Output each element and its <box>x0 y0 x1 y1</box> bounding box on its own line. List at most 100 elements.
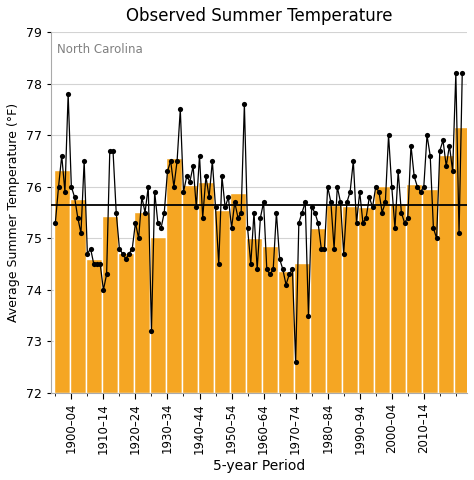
Point <box>244 224 251 232</box>
Point <box>353 219 360 227</box>
Point <box>436 147 444 155</box>
Point <box>196 152 203 160</box>
Point <box>241 100 248 108</box>
Point <box>423 132 431 139</box>
Point <box>346 188 354 196</box>
Point <box>289 265 296 273</box>
Point <box>90 260 98 268</box>
Point <box>180 188 187 196</box>
Point <box>378 209 386 216</box>
Point <box>282 281 290 288</box>
Bar <box>406 184 422 393</box>
Point <box>231 198 238 206</box>
Point <box>295 219 302 227</box>
Point <box>365 193 373 201</box>
Point <box>375 188 383 196</box>
Point <box>192 204 200 211</box>
Point <box>100 286 107 294</box>
Point <box>433 235 440 242</box>
Point <box>385 132 392 139</box>
Text: North Carolina: North Carolina <box>57 43 143 56</box>
Point <box>279 265 287 273</box>
Point <box>151 188 158 196</box>
Point <box>122 255 129 263</box>
Point <box>334 183 341 191</box>
Point <box>128 245 136 252</box>
Point <box>442 162 450 170</box>
Point <box>330 245 338 252</box>
Point <box>52 219 59 227</box>
Point <box>154 219 162 227</box>
Bar <box>198 181 214 393</box>
Point <box>362 214 370 222</box>
Point <box>401 219 409 227</box>
Point <box>125 250 133 258</box>
Point <box>429 224 437 232</box>
Point <box>266 271 274 278</box>
Point <box>305 312 312 320</box>
Point <box>458 70 466 77</box>
Bar <box>102 216 118 393</box>
Point <box>340 250 347 258</box>
Point <box>103 271 110 278</box>
Point <box>276 255 283 263</box>
Point <box>148 327 155 335</box>
Point <box>388 183 395 191</box>
Point <box>446 142 453 149</box>
Point <box>119 250 127 258</box>
Point <box>369 204 376 211</box>
Point <box>263 265 271 273</box>
Point <box>112 209 120 216</box>
Bar <box>262 246 278 393</box>
Point <box>218 173 226 180</box>
Point <box>87 245 94 252</box>
Point <box>382 198 389 206</box>
Point <box>269 265 277 273</box>
Point <box>61 188 69 196</box>
Point <box>209 157 216 165</box>
Point <box>394 168 402 175</box>
Point <box>324 183 331 191</box>
Point <box>64 90 72 98</box>
Point <box>427 152 434 160</box>
Bar <box>214 210 230 393</box>
Point <box>420 183 428 191</box>
Bar <box>342 206 358 393</box>
Point <box>96 260 104 268</box>
Point <box>301 198 309 206</box>
Point <box>298 209 306 216</box>
Y-axis label: Average Summer Temperature (°F): Average Summer Temperature (°F) <box>7 103 20 322</box>
Bar <box>390 204 406 393</box>
Point <box>109 147 117 155</box>
Bar <box>230 193 246 393</box>
Point <box>250 209 258 216</box>
Point <box>215 260 222 268</box>
Point <box>74 214 82 222</box>
Point <box>164 168 171 175</box>
Point <box>311 209 319 216</box>
Point <box>183 173 191 180</box>
Point <box>285 271 293 278</box>
Bar <box>278 271 294 393</box>
Point <box>254 265 261 273</box>
Point <box>449 168 456 175</box>
Bar <box>134 212 150 393</box>
Point <box>337 198 344 206</box>
Bar <box>182 185 198 393</box>
Point <box>391 224 399 232</box>
Point <box>189 162 197 170</box>
Bar <box>422 189 438 393</box>
Point <box>308 204 316 211</box>
Point <box>359 219 367 227</box>
Bar <box>70 199 86 393</box>
Point <box>212 204 219 211</box>
Bar <box>294 263 310 393</box>
Point <box>157 224 165 232</box>
Point <box>273 209 280 216</box>
Point <box>106 147 114 155</box>
Point <box>173 157 181 165</box>
Point <box>410 173 418 180</box>
Point <box>372 183 380 191</box>
Bar <box>150 237 166 393</box>
Point <box>145 183 152 191</box>
